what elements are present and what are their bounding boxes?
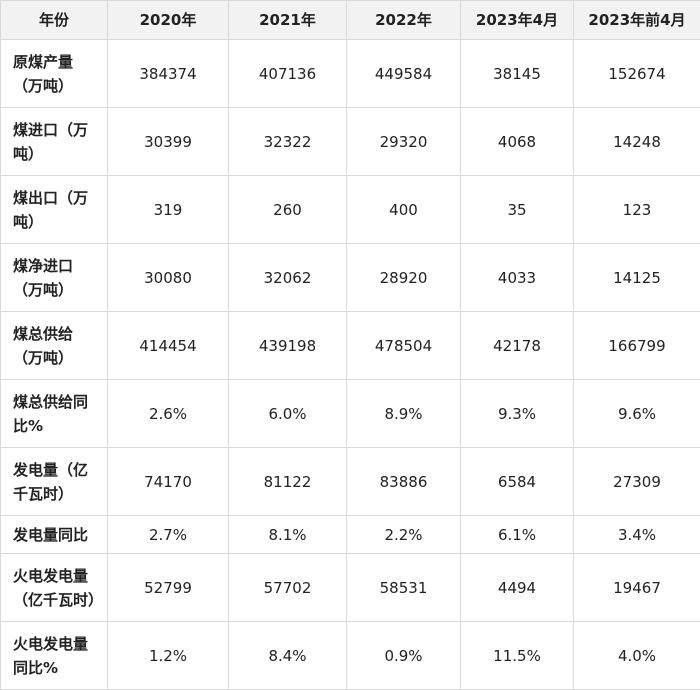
table-cell: 58531: [347, 554, 461, 622]
table-cell: 14125: [574, 244, 700, 312]
table-cell: 52799: [108, 554, 229, 622]
header-cell: 2023年4月: [461, 1, 574, 40]
table-cell: 6584: [461, 448, 574, 516]
table-cell: 74170: [108, 448, 229, 516]
header-cell: 年份: [1, 1, 108, 40]
row-label: 发电量同比: [1, 516, 108, 554]
table-cell: 2.6%: [108, 380, 229, 448]
table-cell: 14248: [574, 108, 700, 176]
header-cell: 2021年: [229, 1, 347, 40]
table-cell: 400: [347, 176, 461, 244]
table-cell: 9.6%: [574, 380, 700, 448]
table-cell: 260: [229, 176, 347, 244]
row-label: 煤进口（万吨）: [1, 108, 108, 176]
table-cell: 2.7%: [108, 516, 229, 554]
table-cell: 38145: [461, 40, 574, 108]
table-cell: 32322: [229, 108, 347, 176]
table-cell: 19467: [574, 554, 700, 622]
row-label: 煤出口（万吨）: [1, 176, 108, 244]
header-cell: 2022年: [347, 1, 461, 40]
table-cell: 414454: [108, 312, 229, 380]
row-label: 煤总供给同比%: [1, 380, 108, 448]
table-cell: 4494: [461, 554, 574, 622]
table-cell: 28920: [347, 244, 461, 312]
table-cell: 439198: [229, 312, 347, 380]
table-cell: 6.0%: [229, 380, 347, 448]
table-cell: 8.4%: [229, 622, 347, 690]
table-cell: 9.3%: [461, 380, 574, 448]
row-label: 原煤产量（万吨）: [1, 40, 108, 108]
table-cell: 478504: [347, 312, 461, 380]
table-cell: 123: [574, 176, 700, 244]
row-label: 火电发电量同比%: [1, 622, 108, 690]
table-cell: 449584: [347, 40, 461, 108]
table-cell: 6.1%: [461, 516, 574, 554]
table-cell: 57702: [229, 554, 347, 622]
row-label: 煤总供给（万吨）: [1, 312, 108, 380]
table-cell: 42178: [461, 312, 574, 380]
table-cell: 4.0%: [574, 622, 700, 690]
table-cell: 8.1%: [229, 516, 347, 554]
row-label: 发电量（亿千瓦时）: [1, 448, 108, 516]
table-cell: 407136: [229, 40, 347, 108]
table-cell: 8.9%: [347, 380, 461, 448]
table-cell: 32062: [229, 244, 347, 312]
table-cell: 152674: [574, 40, 700, 108]
table-cell: 83886: [347, 448, 461, 516]
header-cell: 2023年前4月: [574, 1, 700, 40]
table-cell: 35: [461, 176, 574, 244]
table-cell: 166799: [574, 312, 700, 380]
table-cell: 11.5%: [461, 622, 574, 690]
table-cell: 2.2%: [347, 516, 461, 554]
table-cell: 1.2%: [108, 622, 229, 690]
table-cell: 30399: [108, 108, 229, 176]
table-cell: 0.9%: [347, 622, 461, 690]
table-cell: 81122: [229, 448, 347, 516]
table-cell: 319: [108, 176, 229, 244]
table-row: 煤总供给同比%2.6%6.0%8.9%9.3%9.6%: [1, 380, 700, 448]
table-cell: 29320: [347, 108, 461, 176]
table-cell: 27309: [574, 448, 700, 516]
row-label: 火电发电量（亿千瓦时）: [1, 554, 108, 622]
table-row: 火电发电量同比%1.2%8.4%0.9%11.5%4.0%: [1, 622, 700, 690]
table-cell: 4033: [461, 244, 574, 312]
header-cell: 2020年: [108, 1, 229, 40]
table-cell: 4068: [461, 108, 574, 176]
table-cell: 30080: [108, 244, 229, 312]
table-cell: 3.4%: [574, 516, 700, 554]
row-label: 煤净进口（万吨）: [1, 244, 108, 312]
table-cell: 384374: [108, 40, 229, 108]
